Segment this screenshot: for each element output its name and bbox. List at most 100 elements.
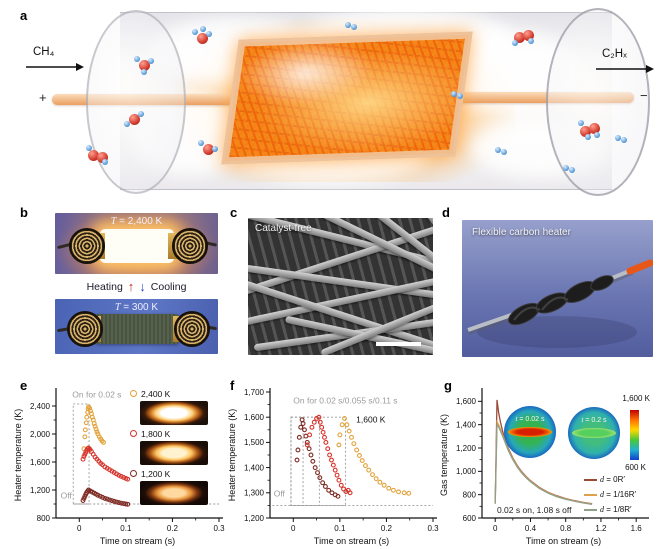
scale-bar (376, 342, 421, 346)
svg-text:Off: Off (61, 490, 73, 500)
tube-cap-left (86, 10, 186, 194)
coil-electrode-icon (174, 311, 210, 347)
cooling-label: Cooling (150, 280, 187, 293)
molecule-icon (448, 86, 470, 108)
svg-text:0: 0 (77, 524, 82, 533)
circle-marker-icon (130, 470, 137, 477)
molecule-icon (492, 142, 514, 164)
line-swatch-icon (584, 508, 597, 511)
svg-text:0.8: 0.8 (560, 524, 572, 533)
panel-d-label: d (442, 205, 450, 220)
heater-photo-2400K (140, 401, 208, 425)
svg-text:800: 800 (463, 490, 477, 499)
legend-item: d = 1/16R′ (584, 487, 636, 502)
down-arrow-icon: ↓ (139, 279, 146, 294)
svg-text:0.2: 0.2 (381, 524, 393, 533)
heating-cooling-row: Heating ↑ ↓ Cooling (55, 276, 218, 297)
svg-text:Off: Off (274, 489, 286, 499)
molecule-icon (86, 144, 108, 166)
colorbar-max-label: 1,600 K (622, 394, 650, 403)
molecule-icon (612, 130, 634, 152)
inlet-gas-label: CH₄ (33, 46, 55, 58)
mesh-haze (232, 37, 379, 108)
svg-text:1,500: 1,500 (244, 438, 265, 447)
molecule-icon (192, 26, 214, 48)
molecule-icon (342, 16, 364, 38)
svg-text:0.1: 0.1 (120, 524, 132, 533)
svg-text:1,000: 1,000 (456, 467, 477, 476)
svg-text:1,200: 1,200 (30, 486, 51, 495)
sample-holder-frame (221, 31, 473, 165)
sem-caption: Catalyst-free (255, 223, 312, 234)
svg-text:1.6: 1.6 (631, 524, 643, 533)
svg-text:1,600: 1,600 (30, 458, 51, 467)
circle-marker-icon (130, 390, 137, 397)
coil-electrode-icon (172, 228, 208, 264)
svg-text:0.1: 0.1 (334, 524, 346, 533)
chart-g: 0 0.4 0.8 1.2 1.6 600 800 1,000 1,200 1,400 1,600 0… (439, 388, 649, 546)
svg-text:1,600: 1,600 (456, 397, 477, 406)
coil-electrode-icon (69, 228, 105, 264)
panel-a: a CH₄ + C₂Hₓ − (0, 0, 660, 200)
line-swatch-icon (584, 493, 597, 496)
outlet-gas-label: C₂Hₓ (602, 48, 627, 60)
outlet-arrow-icon (596, 65, 654, 73)
tube-cap-right (546, 8, 650, 196)
svg-text:Time on stream (s): Time on stream (s) (314, 536, 389, 546)
panel-b-label: b (20, 205, 28, 220)
svg-text:0.3: 0.3 (427, 524, 439, 533)
electrode-rod-right (442, 92, 634, 103)
svg-text:Heater temperature (K): Heater temperature (K) (13, 409, 23, 502)
svg-text:1,400: 1,400 (244, 463, 265, 472)
circle-marker-icon (130, 430, 137, 437)
hot-heater-photo: T = 2,400 K (55, 213, 218, 274)
panel-e-label: e (20, 378, 28, 393)
thermal-inset-02s: t = 0.2 s (568, 407, 620, 459)
svg-text:0: 0 (493, 524, 498, 533)
svg-text:1,300: 1,300 (244, 489, 265, 498)
cold-caption: T = 300 K (114, 302, 159, 313)
chart-f: 0 0.1 0.2 0.3 1,200 1,300 1,400 1,500 1,600 1,700… (227, 388, 439, 546)
panel-g: 0 0.4 0.8 1.2 1.6 600 800 1,000 1,200 1,400 1,600 0… (438, 380, 653, 548)
panel-g-label: g (444, 378, 452, 393)
chart-e-legend: 2,400 K 1,800 K 1,200 K (130, 388, 227, 508)
legend-label: 2,400 K (141, 388, 171, 399)
cathode-sign: − (640, 88, 648, 103)
flexible-heater-photo: Flexible carbon heater (462, 220, 653, 357)
hot-caption: T = 2,400 K (110, 216, 163, 227)
flexible-heater-illustration (462, 220, 653, 357)
cold-heater-photo: T = 300 K (55, 299, 218, 354)
heater-photo-1200K (140, 481, 208, 505)
svg-text:1,400: 1,400 (456, 420, 477, 429)
panel-f: 0 0.1 0.2 0.3 1,200 1,300 1,400 1,500 1,600 1,700… (226, 380, 441, 548)
up-arrow-icon: ↑ (127, 279, 135, 294)
svg-text:1.2: 1.2 (595, 524, 607, 533)
svg-text:1,200: 1,200 (244, 514, 265, 523)
inlet-arrow-icon (26, 63, 84, 71)
panel-c-label: c (230, 205, 238, 220)
legend-item: 1,200 K (130, 468, 227, 505)
svg-text:On for 0.02 s: On for 0.02 s (72, 390, 121, 400)
inset-time-label: t = 0.2 s (581, 416, 607, 424)
chart-g-legend: d = 0R′ d = 1/16R′ d = 1/8R′ (584, 472, 636, 517)
svg-text:1,600: 1,600 (244, 413, 265, 422)
legend-label: 1,200 K (141, 468, 171, 479)
svg-text:1,200: 1,200 (456, 444, 477, 453)
heater-photo-1800K (140, 441, 208, 465)
inset-time-label: t = 0.02 s (515, 415, 545, 423)
svg-text:600: 600 (463, 514, 477, 523)
line-swatch-icon (584, 478, 597, 481)
flexible-heater-caption: Flexible carbon heater (472, 227, 571, 238)
molecule-icon (198, 138, 220, 160)
panel-e: 0 0.1 0.2 0.3 800 1,200 1,600 2,000 2,400 On for … (12, 380, 227, 548)
svg-text:800: 800 (37, 514, 51, 523)
svg-text:Time on stream (s): Time on stream (s) (100, 536, 175, 546)
legend-label: 1,800 K (141, 428, 171, 439)
svg-text:0.3: 0.3 (213, 524, 225, 533)
svg-text:2,000: 2,000 (30, 430, 51, 439)
svg-text:1,600 K: 1,600 K (356, 415, 386, 425)
svg-text:0.2: 0.2 (167, 524, 179, 533)
svg-text:0.02 s on, 1.08 s off: 0.02 s on, 1.08 s off (497, 505, 572, 515)
svg-text:Heater temperature (K): Heater temperature (K) (227, 409, 237, 502)
